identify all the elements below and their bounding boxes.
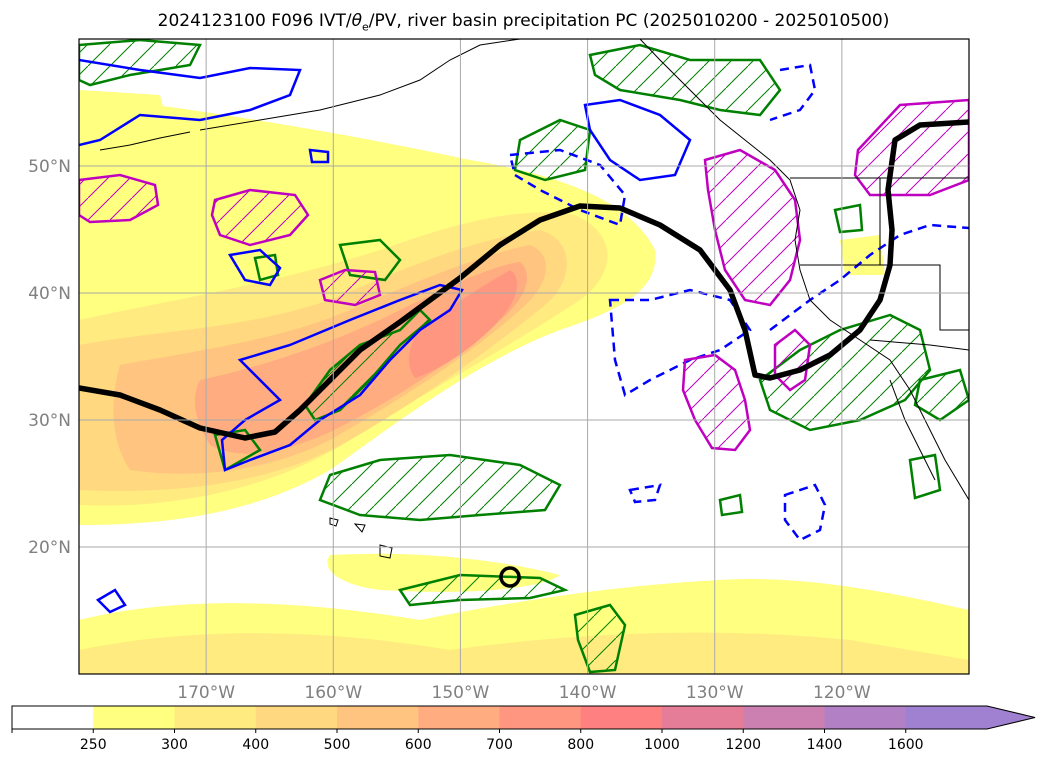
colorbar-segment [824,706,907,729]
blue-contour-mid [227,248,282,287]
colorbar-segment [743,706,825,729]
gridlines [79,39,969,674]
green-contour-small-4 [833,203,864,234]
colorbar-outline [11,705,1036,730]
border-us-mexico [869,339,969,351]
coast-baja [889,379,936,481]
pv-contour-line [79,119,969,441]
lon-tick-label: 160°W [304,683,362,703]
colorbar-segment [337,706,419,729]
title-theta: θe [351,11,369,34]
green-contour-southeast [758,313,932,432]
blue-contour-small [95,588,127,614]
colorbar-segment [905,706,988,729]
blue-contour-dashed-north [508,148,627,227]
colorbar-tick-label: 600 [405,737,432,753]
blue-contour-dashed-small [628,483,662,504]
colorbar-segment [93,706,175,729]
blue-contour-dashed-south [783,483,827,542]
coast-aleutians [99,131,191,151]
colorbar-tick-label: 1200 [725,737,761,753]
colorbar: 250 300 400 500 600 700 800 1000 1200 1400 1600 [11,705,1036,753]
magenta-contour-ne [853,98,969,197]
colorbar-segment [12,706,94,729]
colorbar-tick-label: 400 [242,737,269,753]
map-title: 2024123100 F096 IVT/θe/PV, river basin p… [0,11,1047,33]
lon-tick-label: 170°W [177,683,235,703]
lat-tick-label: 40°N [28,284,71,304]
blue-contour-dashed-ne [769,63,817,122]
colorbar-tick-label: 1000 [644,737,680,753]
green-contour-hawaii-south [397,573,569,607]
lon-tick-label: 140°W [559,683,617,703]
ivt-700-band [408,270,518,378]
green-contour-band [303,308,432,422]
colorbar-tick-label: 1600 [888,737,924,753]
lat-tick-label: 30°N [28,411,71,431]
magenta-contour-coast [703,148,802,307]
green-contour-small-5 [213,428,262,472]
ivt-250-band-east [840,235,885,275]
lat-tick-label: 20°N [28,538,71,558]
colorbar-tick-label: 300 [161,737,188,753]
colorbar-segment [255,706,338,729]
magenta-contour-southeast [773,328,812,392]
lon-tick-labels: 170°W 160°W 150°W 140°W 130°W 120°W [177,683,871,703]
blue-contour-ring [308,148,330,164]
green-contour-north [513,118,592,182]
coast-hawaii-2 [353,523,366,533]
colorbar-segment [418,706,500,729]
colorbar-segment [174,706,257,729]
blue-contour-ne [583,98,692,182]
colorbar-tick-label: 250 [80,737,107,753]
map-area [79,39,969,674]
title-prefix: 2024123100 F096 IVT/ [157,11,352,31]
pv-small-ring [499,566,521,588]
lat-tick-labels: 20°N 30°N 40°N 50°N [28,157,71,558]
lon-tick-label: 130°W [686,683,744,703]
colorbar-extend-arrow [987,706,1035,729]
border-states-2 [880,264,969,331]
magenta-contour-west [79,173,160,224]
lat-tick-label: 50°N [28,157,71,177]
magenta-contour-small [318,268,382,307]
coast-hawaii-1 [329,517,339,527]
ivt-250-band-north [79,90,165,130]
title-suffix: /PV, river basin precipitation PC (20250… [368,11,890,31]
green-contour-small-2 [718,493,744,517]
blue-contour-band [220,283,464,472]
colorbar-tick-label: 700 [486,737,513,753]
colorbar-tick-label: 500 [324,737,351,753]
magenta-contour-mid [210,188,310,247]
lon-tick-label: 120°W [813,683,871,703]
lon-tick-label: 150°W [432,683,490,703]
colorbar-segment [662,706,744,729]
ivt-300-band-south [79,632,969,674]
coast-alaska [199,39,521,131]
colorbar-segment [499,706,582,729]
green-contour-small-3 [908,453,942,500]
colorbar-tick-label: 800 [567,737,594,753]
colorbar-segment [580,706,663,729]
colorbar-tick-label: 1400 [807,737,843,753]
green-precip-contours [79,39,969,674]
green-contour-hawaii-north [318,453,562,522]
green-contour-nw [79,39,202,87]
blue-contour-north [79,58,302,147]
green-contour-ne-coast [588,43,782,117]
magenta-contour-south [681,353,752,452]
map-frame [78,38,970,675]
